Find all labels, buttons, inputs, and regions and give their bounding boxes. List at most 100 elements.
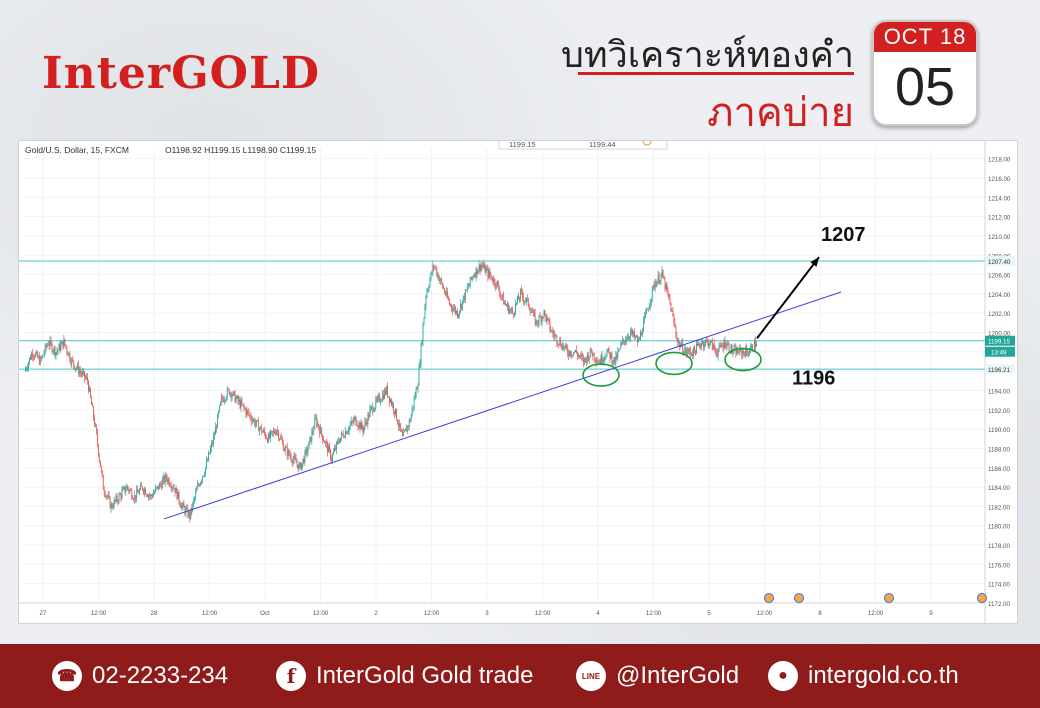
candle-body <box>161 480 163 489</box>
candle-body <box>594 359 596 361</box>
candle-body <box>691 353 693 355</box>
candle-body <box>455 307 456 313</box>
candle-body <box>408 419 410 427</box>
footer-facebook[interactable]: f InterGold Gold trade <box>276 644 533 708</box>
candle-body <box>495 285 497 288</box>
candle-body <box>215 427 216 435</box>
candle-body <box>252 420 254 423</box>
support-price-tag: 1196.21 <box>988 367 1010 374</box>
candle-body <box>205 467 206 475</box>
candle-body <box>351 421 353 422</box>
candle-body <box>336 442 337 450</box>
candle-body <box>441 279 443 283</box>
candle-body <box>575 349 576 352</box>
candle-body <box>725 346 727 348</box>
candle-body <box>103 489 105 494</box>
candle-body <box>632 330 633 335</box>
candle-body <box>654 283 656 288</box>
resistance-price-tag: 1207.40 <box>988 259 1011 266</box>
candle-body <box>664 278 666 289</box>
candle-body <box>739 347 741 354</box>
candle-body <box>671 310 673 312</box>
candle-body <box>27 367 28 369</box>
candle-body <box>249 414 251 416</box>
candle-body <box>281 439 283 443</box>
candle-body <box>681 342 683 346</box>
candle-body <box>313 429 315 432</box>
candle-body <box>269 434 270 438</box>
clock-icon[interactable] <box>642 141 652 146</box>
candle-body <box>686 349 688 354</box>
target-price-label: 1207 <box>821 224 866 246</box>
candle-body <box>181 505 183 508</box>
candle-body <box>188 511 190 517</box>
candle-body <box>220 396 222 403</box>
candle-body <box>500 295 502 296</box>
candle-body <box>558 344 560 345</box>
candle-body <box>339 442 340 444</box>
candle-body <box>354 416 356 419</box>
candle-body <box>323 440 325 442</box>
candle-body <box>663 277 665 279</box>
candle-body <box>620 344 622 349</box>
candle-body <box>685 349 687 351</box>
candle-body <box>144 489 145 493</box>
footer-website[interactable]: ● intergold.co.th <box>768 644 959 708</box>
candle-body <box>676 334 678 341</box>
candle-body <box>141 485 143 487</box>
candle-body <box>283 450 285 452</box>
candle-body <box>742 351 744 355</box>
candle-body <box>744 352 746 357</box>
candle-body <box>227 389 229 390</box>
candle-body <box>719 344 721 346</box>
candle-body <box>346 432 348 435</box>
price-chart[interactable]: 1218.001216.001214.001212.001210.001208.… <box>19 141 1017 623</box>
candle-body <box>585 358 587 363</box>
candle-body <box>633 331 634 335</box>
candle-body <box>318 423 320 429</box>
candle-body <box>690 351 692 355</box>
candle-body <box>34 356 35 358</box>
footer-phone[interactable]: ☎ 02-2233-234 <box>52 644 228 708</box>
candle-body <box>225 397 227 401</box>
globe-icon: ● <box>768 661 798 691</box>
footer-line[interactable]: LINE @InterGold <box>576 644 739 708</box>
candle-body <box>391 399 392 406</box>
candle-body <box>120 494 122 498</box>
calendar-date-badge: OCT 18 05 <box>872 20 978 126</box>
candle-body <box>87 377 88 382</box>
price-box[interactable] <box>498 141 668 150</box>
candle-body <box>128 488 130 492</box>
candle-body <box>186 507 188 509</box>
candle-body <box>296 462 298 465</box>
candle-body <box>469 277 471 285</box>
candle-body <box>314 419 316 430</box>
candle-body <box>680 345 682 348</box>
y-tick-label: 1186.00 <box>988 466 1010 473</box>
candle-body <box>182 503 184 506</box>
candle-body <box>356 424 358 427</box>
candle-body <box>614 357 616 364</box>
candle-body <box>180 505 182 508</box>
candle-body <box>414 396 416 399</box>
candle-body <box>532 311 534 313</box>
candle-body <box>411 408 413 415</box>
candle-body <box>472 276 474 278</box>
candle-body <box>171 487 173 489</box>
candle-body <box>349 424 351 427</box>
x-tick-label: 28 <box>151 610 158 617</box>
candle-body <box>485 269 487 273</box>
candle-body <box>40 357 42 359</box>
candle-body <box>289 454 291 457</box>
candle-body <box>515 303 516 313</box>
candle-body <box>543 310 545 318</box>
candle-body <box>662 270 664 278</box>
candle-body <box>347 430 349 433</box>
candle-body <box>172 487 174 489</box>
candle-body <box>735 347 737 356</box>
candle-body <box>162 476 164 481</box>
candle-body <box>247 410 249 412</box>
candle-body <box>563 344 565 349</box>
candle-body <box>76 368 78 369</box>
candle-body <box>194 497 196 500</box>
